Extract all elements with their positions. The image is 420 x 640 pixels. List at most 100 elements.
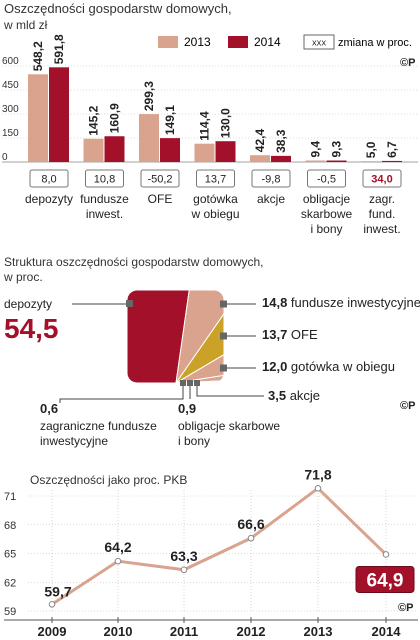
- change-box: [29, 169, 69, 188]
- line-point-3: [247, 534, 255, 542]
- change-value: 13,7: [205, 174, 226, 186]
- slice-name: fundusze inwestycyjne: [291, 295, 420, 310]
- copyright-mark-3: ©P: [398, 602, 413, 614]
- category-label: obligacje: [303, 192, 351, 206]
- change-value: 8,0: [41, 174, 56, 186]
- bar-value-label: 42,4: [253, 129, 267, 153]
- category-label: fundusze: [80, 192, 129, 206]
- marker-depozyty: [126, 300, 133, 307]
- marker-zagr: [180, 380, 186, 386]
- line-y-tick-label: 62: [4, 577, 16, 589]
- copyright-mark-2: ©P: [400, 400, 415, 412]
- bar-value-label: 5,0: [364, 141, 378, 158]
- label-1: 14,8 fundusze inwestycyjne: [262, 295, 420, 310]
- change-box: [251, 169, 291, 188]
- marker-right: [220, 332, 227, 340]
- bar-2013-2: [139, 114, 159, 162]
- label-obl-name: i bony: [178, 434, 210, 448]
- bar-value-label: 160,9: [108, 103, 122, 133]
- bar-2013-4: [250, 155, 270, 162]
- pie-marks: depozyty 54,5 14,8 fundusze inwestycyjne 13…: [4, 289, 420, 448]
- slice-name: akcje: [290, 388, 320, 403]
- bar-2014-0: [49, 67, 69, 162]
- bar-y-tick-label: 150: [2, 128, 19, 139]
- structure-title: Struktura oszczędności gospodarstw domow…: [4, 255, 263, 269]
- label-obl-value: 0,9: [178, 401, 196, 416]
- label-zagr-name: inwestycyjne: [40, 434, 108, 448]
- marker-obl: [187, 380, 193, 386]
- label-zagr-name: zagraniczne fundusze: [40, 419, 157, 433]
- bar-value-label: 299,3: [142, 81, 156, 111]
- bar-2013-3: [194, 143, 215, 162]
- bar-value-label: 591,8: [52, 34, 66, 64]
- line-point-1: [114, 557, 122, 565]
- line-value-label: 59,7: [44, 583, 71, 599]
- bar-y-tick-label: 600: [2, 56, 19, 67]
- category-label: skarbowe: [301, 207, 353, 221]
- legend-change-box: [303, 34, 335, 50]
- change-value: 10,8: [94, 174, 115, 186]
- line-axes: 59 62 65 68 71 2009 2010 2011 2012 2013 2014: [4, 490, 418, 639]
- bar-value-label: 9,4: [309, 140, 323, 157]
- category-label: OFE: [148, 192, 173, 206]
- bar-y-tick-label: 300: [2, 104, 19, 115]
- leader-akcje: [196, 386, 264, 397]
- category-label: akcje: [257, 192, 285, 206]
- category-label: inwest.: [363, 222, 400, 236]
- legend-swatch-2013: [158, 36, 178, 48]
- legend-change-box-text: XXX: [312, 41, 326, 48]
- bar-chart: Oszczędności gospodarstw domowych, w mld…: [2, 1, 418, 236]
- bar-y-tick-label: 0: [2, 152, 8, 163]
- line-value-label: 64,2: [104, 539, 131, 555]
- line-marks: 59,7 64,2 63,3 66,6 71,8 64,9: [44, 466, 415, 608]
- label-depozyty-value: 54,5: [4, 313, 59, 344]
- bar-2013-6: [361, 161, 381, 162]
- legend-swatch-2014: [228, 36, 248, 48]
- category-label: zagr.: [369, 192, 395, 206]
- bar-value-label: 114,4: [198, 111, 212, 141]
- bar-chart-legend: 2013 2014 XXX zmiana w proc.: [158, 34, 412, 50]
- marker-right: [220, 364, 227, 372]
- label-depozyty-name: depozyty: [4, 297, 52, 311]
- line-y-tick-label: 68: [4, 520, 16, 532]
- line-point-5: [382, 551, 390, 558]
- change-value: -9,8: [262, 174, 281, 186]
- change-box: [362, 169, 402, 188]
- bar-value-label: 548,2: [31, 41, 45, 71]
- line-x-tick-label: 2011: [170, 624, 198, 639]
- bar-2014-3: [215, 141, 236, 162]
- bar-2014-1: [104, 136, 125, 162]
- slice-name: gotówka w obiegu: [291, 359, 395, 374]
- bar-2013-1: [83, 138, 104, 162]
- change-box: [140, 169, 180, 188]
- label-2: 13,7 OFE: [262, 327, 318, 342]
- slice-value: 13,7: [262, 327, 291, 342]
- slice-value: 12,0: [262, 359, 291, 374]
- line-point-2: [180, 566, 188, 574]
- category-label: inwest.: [86, 207, 123, 221]
- category-label: i bony: [310, 222, 342, 236]
- bar-value-label: 145,2: [87, 105, 101, 135]
- line-x-tick-label: 2013: [304, 624, 333, 639]
- marker-akcje: [194, 380, 200, 386]
- bar-value-label: 9,3: [330, 141, 344, 158]
- structure-subtitle: w proc.: [3, 270, 43, 284]
- line-y-tick-label: 65: [4, 549, 16, 561]
- line-highlight-box: [355, 565, 415, 593]
- line-x-tick-label: 2012: [237, 624, 266, 639]
- marker-right: [220, 300, 227, 308]
- category-label: depozyty: [25, 192, 73, 206]
- label-akcje: 3,5 akcje: [268, 388, 320, 403]
- bar-2014-4: [271, 155, 291, 162]
- slice-name: OFE: [291, 327, 318, 342]
- line-value-label: 66,6: [237, 516, 264, 532]
- category-label: w obiegu: [190, 207, 239, 221]
- change-value: -0,5: [317, 174, 336, 186]
- legend-label-2013: 2013: [184, 35, 211, 49]
- copyright-mark: ©P: [400, 57, 415, 69]
- legend-change-label: zmiana w proc.: [338, 37, 412, 49]
- label-zagr-value: 0,6: [40, 401, 58, 416]
- bar-2013-5: [305, 160, 326, 162]
- line-x-tick-label: 2010: [104, 624, 133, 639]
